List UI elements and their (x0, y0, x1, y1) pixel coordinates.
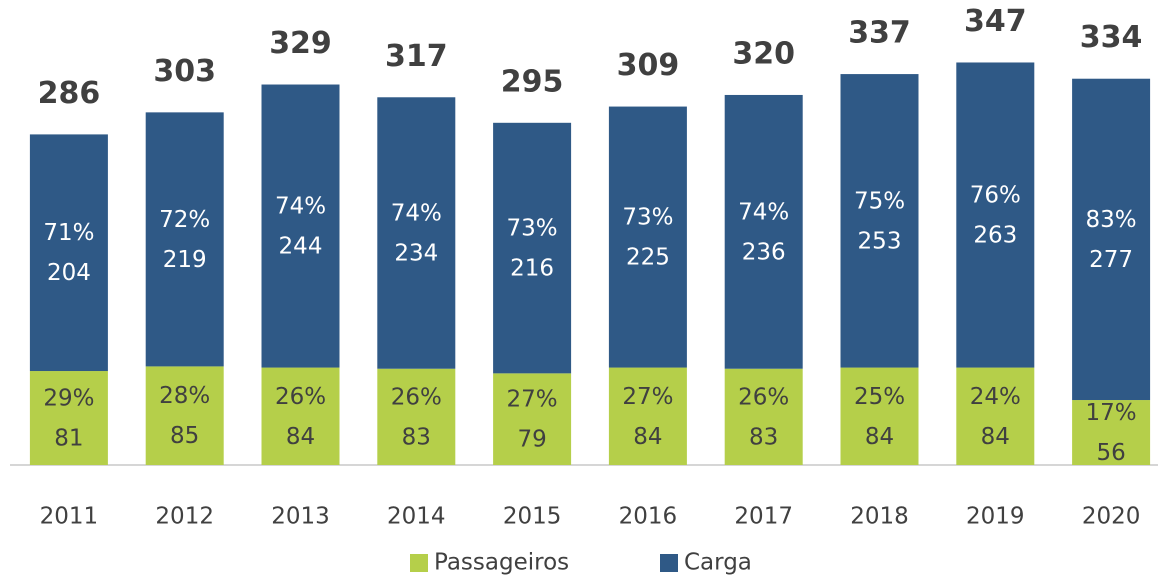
total-label: 303 (153, 54, 216, 89)
total-label: 286 (38, 76, 101, 111)
percent-label: 76% (970, 183, 1021, 209)
percent-label: 73% (507, 216, 558, 242)
value-label: 253 (858, 228, 902, 254)
bar-segment (377, 97, 456, 369)
legend-label: Carga (684, 550, 752, 576)
x-tick-label: 2020 (1082, 504, 1141, 530)
percent-label: 74% (738, 199, 789, 225)
bar-segment (956, 62, 1035, 368)
percent-label: 74% (275, 194, 326, 220)
total-label: 320 (732, 36, 795, 71)
x-tick-label: 2014 (387, 504, 446, 530)
percent-label: 74% (391, 201, 442, 227)
total-label: 309 (617, 48, 680, 83)
value-label: 236 (742, 239, 786, 265)
bar-segment (493, 122, 572, 374)
percent-label: 83% (1086, 207, 1137, 233)
percent-label: 73% (622, 205, 673, 231)
value-label: 263 (973, 223, 1017, 249)
x-tick-label: 2017 (734, 504, 793, 530)
value-label: 216 (510, 256, 554, 282)
value-label: 85 (170, 423, 199, 449)
value-label: 219 (163, 247, 207, 273)
x-tick-label: 2011 (40, 504, 99, 530)
bar-segment (145, 112, 224, 367)
x-tick-label: 2016 (619, 504, 678, 530)
value-label: 79 (517, 427, 546, 453)
x-tick-label: 2015 (503, 504, 562, 530)
bar-segment (840, 367, 919, 465)
percent-label: 29% (43, 386, 94, 412)
percent-label: 24% (970, 384, 1021, 410)
percent-label: 26% (391, 384, 442, 410)
total-label: 334 (1080, 20, 1143, 55)
legend-swatch (410, 554, 428, 572)
percent-label: 26% (275, 384, 326, 410)
total-label: 337 (848, 16, 911, 51)
value-label: 277 (1089, 247, 1133, 273)
bar-segment (29, 134, 108, 372)
x-tick-label: 2013 (271, 504, 330, 530)
bar-segment (608, 106, 687, 368)
x-tick-label: 2019 (966, 504, 1025, 530)
total-label: 317 (385, 39, 448, 74)
value-label: 84 (286, 424, 315, 450)
percent-label: 27% (622, 384, 673, 410)
bar-segment (493, 373, 572, 465)
bar-segment (1072, 78, 1151, 401)
value-label: 83 (749, 424, 778, 450)
value-label: 204 (47, 260, 91, 286)
total-label: 295 (501, 64, 564, 99)
x-tick-label: 2012 (155, 504, 214, 530)
percent-label: 25% (854, 384, 905, 410)
bar-segment (29, 371, 108, 465)
value-label: 84 (633, 424, 662, 450)
percent-label: 17% (1086, 400, 1137, 426)
x-tick-label: 2018 (850, 504, 909, 530)
value-label: 234 (394, 241, 438, 267)
bar-segment (145, 366, 224, 465)
bar-segment (956, 367, 1035, 465)
total-label: 347 (964, 4, 1027, 39)
total-label: 329 (269, 26, 332, 61)
bar-segment (608, 367, 687, 465)
bar-segment (261, 84, 340, 368)
bar-segment (377, 368, 456, 465)
percent-label: 26% (738, 384, 789, 410)
percent-label: 27% (507, 387, 558, 413)
bar-segment (840, 74, 919, 368)
value-label: 83 (402, 424, 431, 450)
value-label: 225 (626, 245, 670, 271)
bar-segment (724, 368, 803, 465)
percent-label: 28% (159, 383, 210, 409)
bar-segment (724, 94, 803, 369)
value-label: 56 (1096, 440, 1125, 466)
value-label: 244 (279, 234, 323, 260)
legend-swatch (660, 554, 678, 572)
percent-label: 75% (854, 188, 905, 214)
legend-label: Passageiros (434, 550, 569, 576)
value-label: 84 (865, 424, 894, 450)
value-label: 84 (981, 424, 1010, 450)
bar-segment (1072, 400, 1151, 465)
bar-segment (261, 367, 340, 465)
percent-label: 72% (159, 207, 210, 233)
value-label: 81 (54, 426, 83, 452)
percent-label: 71% (43, 220, 94, 246)
